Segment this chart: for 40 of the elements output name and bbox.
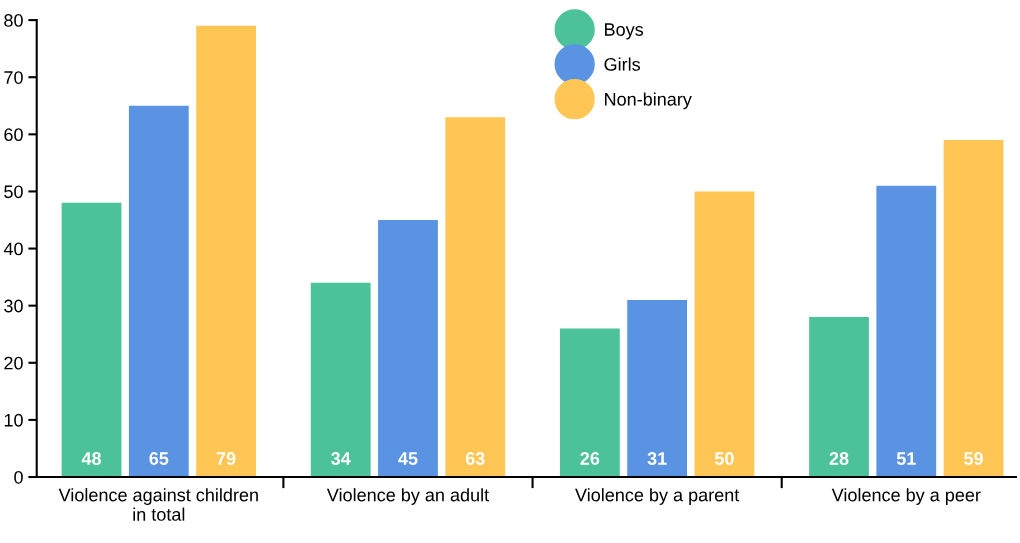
data-label: 31 xyxy=(647,452,667,465)
y-tick-label: 60 xyxy=(4,128,23,142)
bar xyxy=(809,317,869,478)
y-tick-label: 30 xyxy=(4,299,23,313)
legend-label: Boys xyxy=(605,23,644,40)
data-label: 26 xyxy=(580,452,600,465)
bar xyxy=(128,105,189,478)
bar xyxy=(876,185,937,478)
bar xyxy=(196,25,256,478)
x-tick-label: Violence by a parent xyxy=(575,488,740,505)
y-tick-label: 40 xyxy=(3,242,23,256)
bar xyxy=(559,328,620,478)
data-label: 50 xyxy=(714,452,734,465)
data-label: 59 xyxy=(964,452,983,465)
bar xyxy=(943,140,1004,478)
bar xyxy=(627,299,688,478)
x-tick-label: Violence by a peer xyxy=(831,488,981,505)
legend-label: Non-binary xyxy=(605,92,692,110)
data-label: 79 xyxy=(216,452,236,465)
x-tick-label: Violence by an adult xyxy=(326,488,489,505)
x-tick-label: Violence against children in total xyxy=(58,488,258,521)
data-label: 28 xyxy=(829,452,849,465)
y-tick-label: 80 xyxy=(4,14,23,27)
y-tick-label: 10 xyxy=(4,413,23,427)
y-tick-label: 50 xyxy=(4,185,23,199)
bar xyxy=(445,117,506,478)
data-label: 63 xyxy=(465,452,485,465)
y-tick-label: 0 xyxy=(14,470,23,484)
bar xyxy=(61,202,122,478)
data-label: 65 xyxy=(149,452,169,465)
bar xyxy=(694,191,755,478)
bar xyxy=(378,220,438,478)
data-label: 34 xyxy=(331,452,351,465)
bar xyxy=(310,282,371,478)
legend-label: Girls xyxy=(604,57,641,71)
data-label: 51 xyxy=(896,452,916,465)
data-label: 45 xyxy=(398,452,418,465)
y-tick-label: 70 xyxy=(4,71,23,84)
data-label: 48 xyxy=(81,452,102,465)
y-tick-label: 20 xyxy=(4,356,23,370)
